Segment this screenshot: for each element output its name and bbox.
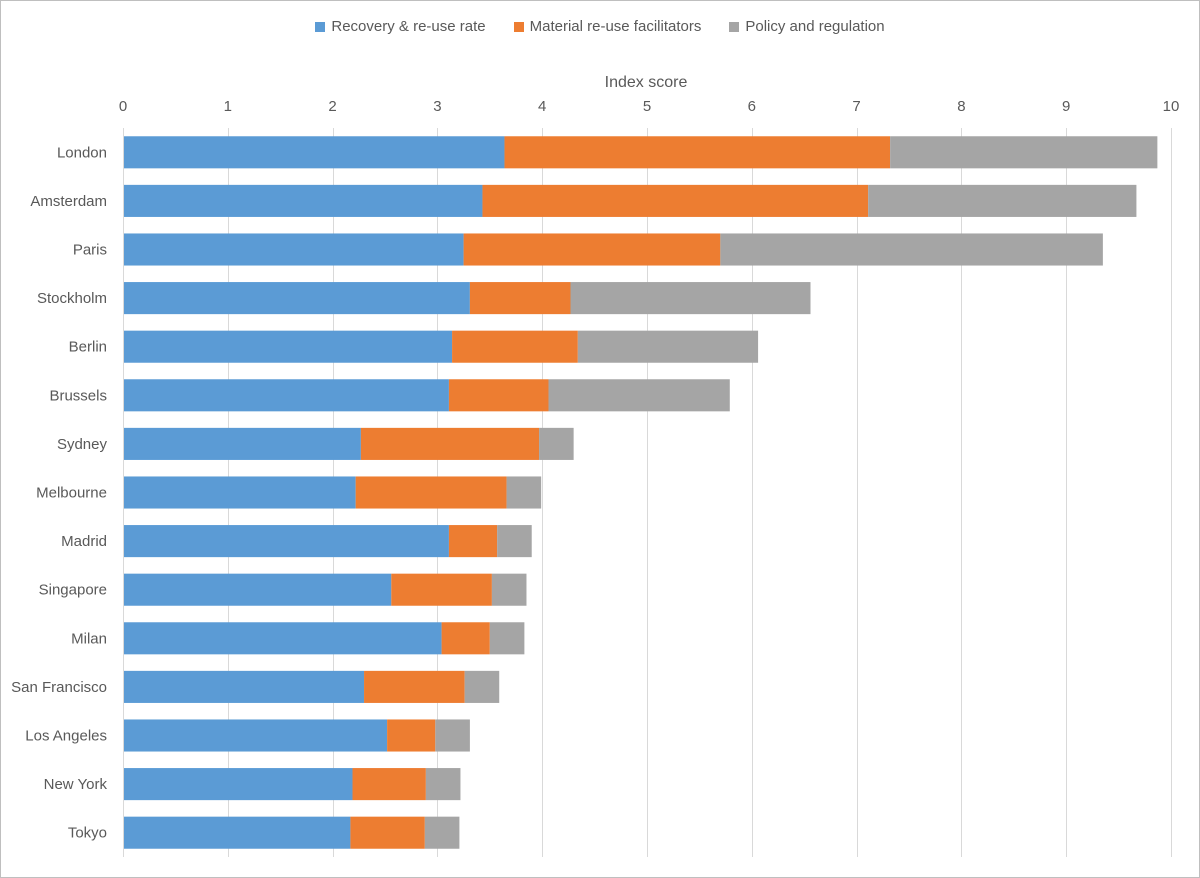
bar-segment	[491, 573, 527, 606]
x-tick-label: 2	[328, 98, 336, 115]
x-tick-label: 5	[643, 98, 651, 115]
bar-segment	[123, 573, 392, 606]
category-label: Singapore	[39, 582, 107, 599]
bar-segment	[123, 719, 388, 752]
legend-swatch-recovery	[315, 21, 326, 32]
legend-label-policy: Policy and regulation	[745, 18, 885, 35]
category-label: Sydney	[57, 436, 108, 453]
x-tick-label: 7	[852, 98, 860, 115]
bar-segment	[123, 476, 356, 509]
legend-label-facilitators: Material re-use facilitators	[529, 18, 702, 35]
bar-segment	[448, 379, 549, 412]
bar-segment	[720, 233, 1103, 266]
x-tick-label: 1	[224, 98, 232, 115]
bar-segment	[123, 525, 449, 558]
bar-segment	[123, 768, 353, 801]
bar-segment	[577, 330, 759, 363]
bar-segment	[548, 379, 730, 412]
category-label: San Francisco	[11, 679, 107, 696]
x-axis-title: Index score	[605, 74, 688, 91]
x-tick-label: 3	[433, 98, 441, 115]
legend-swatch-policy	[729, 21, 740, 32]
bar-segment	[890, 136, 1158, 169]
legend-item-policy: Policy and regulation	[729, 18, 885, 35]
bar-segment	[123, 670, 365, 703]
x-tick-label: 6	[748, 98, 756, 115]
category-label: Paris	[73, 242, 107, 259]
category-label: Amsterdam	[30, 193, 107, 210]
legend-label-recovery: Recovery & re-use rate	[331, 18, 486, 35]
bar-segment	[506, 476, 542, 509]
legend-item-recovery: Recovery & re-use rate	[315, 18, 486, 35]
category-label: Los Angeles	[25, 728, 107, 745]
bar-segment	[360, 427, 540, 460]
bar-segment	[464, 670, 500, 703]
x-tick-label: 0	[119, 98, 127, 115]
category-label: Stockholm	[37, 290, 107, 307]
bar-segment	[123, 184, 483, 217]
bar-segment	[350, 816, 425, 849]
category-label: Melbourne	[36, 485, 107, 502]
bar-segment	[123, 330, 453, 363]
bar-segment	[355, 476, 507, 509]
bar-segment	[448, 525, 498, 558]
bar-segment	[463, 233, 721, 266]
bar-segment	[387, 719, 436, 752]
x-tick-label: 8	[957, 98, 965, 115]
bar-segment	[391, 573, 492, 606]
bar-segment	[123, 622, 442, 655]
bar-segment	[123, 233, 464, 266]
x-tick-label: 9	[1062, 98, 1070, 115]
legend-swatch-facilitators	[513, 21, 524, 32]
category-label: Madrid	[61, 533, 107, 550]
bar-segment	[123, 427, 361, 460]
category-label: Berlin	[69, 339, 107, 356]
bar-segment	[489, 622, 525, 655]
category-label: Milan	[71, 630, 107, 647]
category-label: London	[57, 144, 107, 161]
bar-segment	[425, 768, 461, 801]
bar-segment	[441, 622, 490, 655]
category-label: Tokyo	[68, 825, 107, 842]
bar-segment	[123, 379, 449, 412]
bar-segment	[482, 184, 869, 217]
bar-segment	[123, 816, 351, 849]
bar-segment	[504, 136, 891, 169]
bar-segment	[497, 525, 532, 558]
x-tick-label: 4	[538, 98, 546, 115]
bar-segment	[469, 282, 571, 315]
bar-segment	[435, 719, 470, 752]
legend-item-facilitators: Material re-use facilitators	[513, 18, 702, 35]
bar-segment	[452, 330, 578, 363]
bar-segment	[868, 184, 1137, 217]
bar-segment	[570, 282, 811, 315]
bar-segment	[352, 768, 426, 801]
bar-segment	[424, 816, 460, 849]
x-tick-label: 10	[1163, 98, 1180, 115]
bar-segment	[364, 670, 465, 703]
legend: Recovery & re-use rate Material re-use f…	[1, 18, 1199, 35]
bar-segment	[539, 427, 574, 460]
bar-segment	[123, 282, 470, 315]
bar-segment	[123, 136, 505, 169]
category-label: Brussels	[49, 387, 107, 404]
category-label: New York	[44, 776, 108, 793]
